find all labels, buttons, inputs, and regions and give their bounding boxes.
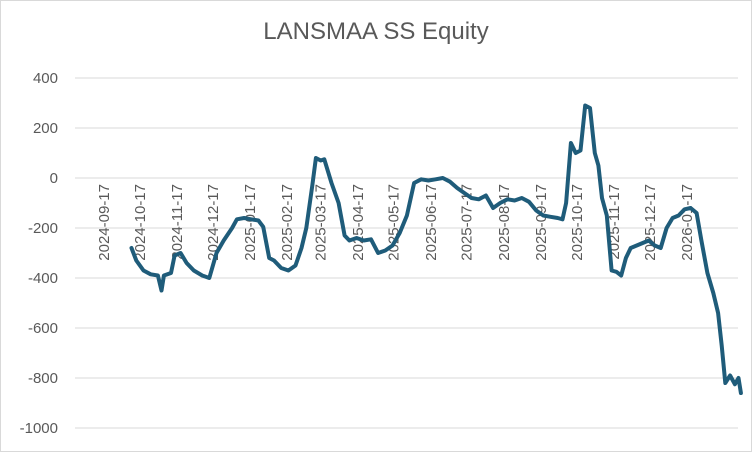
x-tick-label: 2025-12-17 [642,184,659,261]
x-tick-label: 2025-09-17 [533,184,550,261]
x-tick-label: 2024-09-17 [96,184,113,261]
y-tick-label: 0 [50,170,58,187]
x-tick-label: 2024-10-17 [132,184,149,261]
x-tick-label: 2025-10-17 [569,184,586,261]
x-tick-label: 2025-05-17 [386,184,403,261]
x-tick-label: 2025-08-17 [496,184,513,261]
y-tick-label: -400 [28,270,58,287]
x-tick-label: 2025-01-17 [242,184,259,261]
y-tick-label: -200 [28,220,58,237]
y-tick-label: -800 [28,370,58,387]
y-tick-label: -600 [28,320,58,337]
y-axis-ticks: 400 200 0 -200 -400 -600 -800 -1000 [20,70,58,437]
x-tick-label: 2025-02-17 [279,184,296,261]
x-tick-label: 2024-12-17 [205,184,222,261]
series-line [129,103,743,395]
x-tick-label: 2025-06-17 [423,184,440,261]
x-axis-ticks: 2024-09-17 2024-10-17 2024-11-17 2024-12-17… [96,184,696,261]
x-tick-label: 2025-04-17 [350,184,367,261]
series-lines [129,103,743,395]
y-tick-label: -1000 [20,420,58,437]
y-tick-label: 400 [33,70,58,87]
gridlines [75,77,738,429]
y-tick-label: 200 [33,120,58,137]
x-tick-label: 2026-01-17 [679,184,696,261]
x-tick-label: 2024-11-17 [169,184,186,260]
chart-title: LANSMAA SS Equity [263,18,489,45]
x-tick-label: 2025-07-17 [459,184,476,261]
x-tick-label: 2025-03-17 [313,184,330,261]
